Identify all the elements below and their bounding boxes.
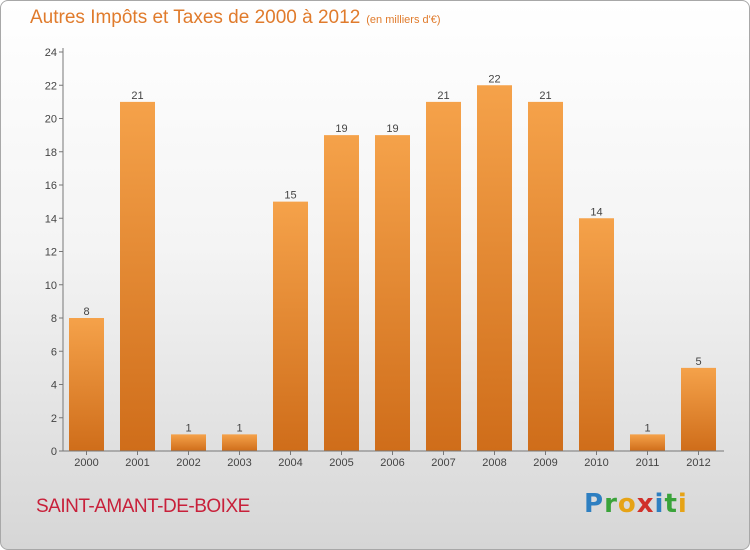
y-tick-label: 16	[45, 180, 57, 192]
y-tick-label: 24	[45, 47, 57, 59]
logo-letter: r	[604, 489, 618, 519]
bar-2006	[375, 135, 410, 451]
x-tick-label: 2012	[686, 457, 710, 469]
data-label-2000: 8	[83, 306, 89, 318]
y-tick-label: 6	[51, 346, 57, 358]
data-label-2002: 1	[185, 422, 191, 434]
bar-2004	[273, 201, 308, 451]
y-tick-label: 12	[45, 247, 57, 259]
bar-2007	[426, 101, 461, 451]
y-tick-label: 14	[45, 213, 57, 225]
y-tick-label: 18	[45, 147, 57, 159]
x-tick-label: 2006	[380, 457, 404, 469]
location-label: SAINT-AMANT-DE-BOIXE	[36, 496, 250, 517]
bar-2003	[222, 434, 257, 451]
x-tick-label: 2005	[329, 457, 353, 469]
bar-2012	[681, 367, 716, 451]
x-tick-label: 2011	[636, 457, 660, 469]
data-label-2005: 19	[335, 123, 347, 135]
title-unit: (en milliers d'€)	[366, 14, 441, 26]
bar-2005	[324, 135, 359, 451]
x-tick-label: 2002	[176, 457, 200, 469]
bar-2002	[171, 434, 206, 451]
bar-2000	[69, 318, 104, 451]
bar-2008	[477, 85, 512, 451]
data-label-2004: 15	[284, 190, 296, 202]
bar-2001	[120, 101, 155, 451]
y-tick-label: 0	[51, 446, 57, 458]
bar-2011	[630, 434, 665, 451]
y-tick-label: 22	[45, 80, 57, 92]
bar-2009	[528, 101, 563, 451]
data-label-2007: 21	[437, 90, 449, 102]
x-tick-label: 2007	[431, 457, 455, 469]
title-text: Autres Impôts et Taxes de 2000 à 2012	[30, 7, 361, 28]
y-tick-label: 20	[45, 114, 57, 126]
data-label-2008: 22	[488, 73, 500, 85]
x-tick-label: 2008	[482, 457, 506, 469]
logo-letter: t	[664, 489, 678, 519]
data-label-2006: 19	[386, 123, 398, 135]
bar-2010	[579, 218, 614, 451]
data-label-2003: 1	[236, 422, 242, 434]
logo-letter: x	[636, 489, 655, 519]
x-tick-label: 2004	[278, 457, 302, 469]
y-tick-label: 4	[51, 380, 57, 392]
data-label-2011: 1	[644, 422, 650, 434]
x-tick-label: 2010	[584, 457, 608, 469]
x-axis: 2000 2001 2002 2003 2004 2005 2006 2007 2008 2009…	[63, 450, 724, 469]
data-label-2009: 21	[539, 90, 551, 102]
logo-letter: o	[617, 489, 637, 519]
logo-letter: i	[654, 489, 665, 519]
chart-title: Autres Impôts et Taxes de 2000 à 2012 (en…	[30, 7, 441, 29]
logo-letter: P	[584, 489, 605, 519]
x-tick-label: 2001	[125, 457, 149, 469]
y-tick-label: 10	[45, 280, 57, 292]
x-tick-label: 2000	[74, 457, 98, 469]
proxiti-logo: Proxiti	[584, 489, 688, 519]
data-label-2010: 14	[590, 206, 602, 218]
y-tick-label: 2	[51, 413, 57, 425]
x-tick-label: 2003	[227, 457, 251, 469]
y-tick-label: 8	[51, 313, 57, 325]
x-tick-label: 2009	[533, 457, 557, 469]
data-label-2001: 21	[131, 90, 143, 102]
data-label-2012: 5	[695, 356, 701, 368]
logo-letter: i	[677, 489, 688, 519]
